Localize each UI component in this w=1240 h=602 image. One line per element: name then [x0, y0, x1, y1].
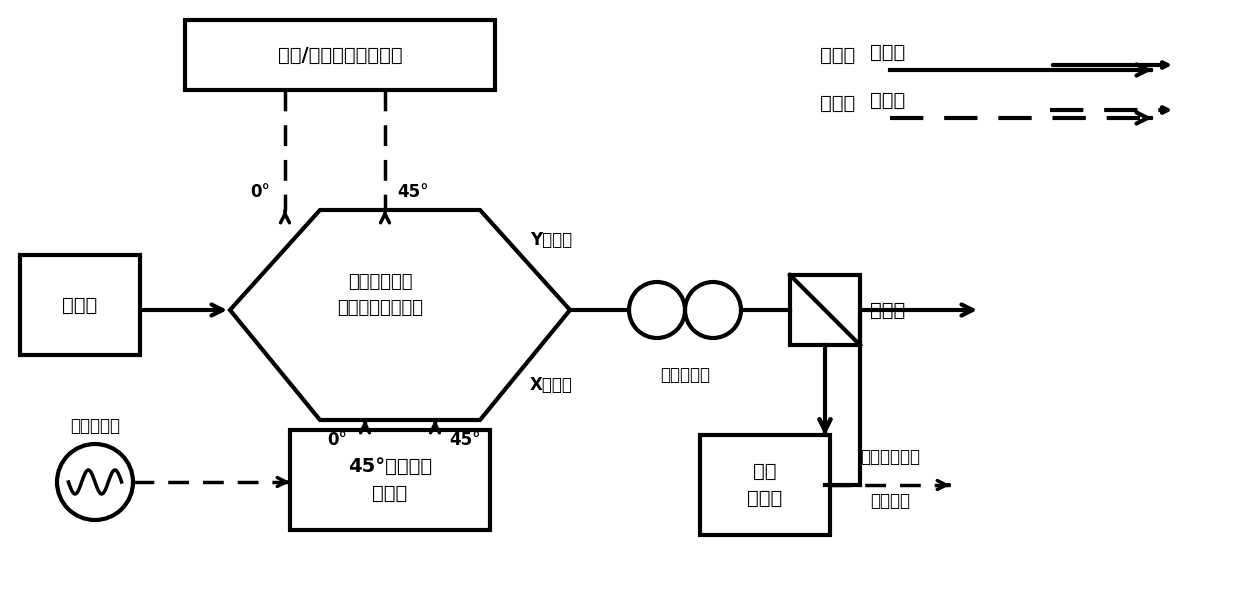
Text: X偏振态: X偏振态 [529, 376, 573, 394]
Text: 基带/低频电信号发生器: 基带/低频电信号发生器 [278, 46, 402, 64]
Text: 电通路: 电通路 [820, 93, 856, 113]
Text: 检偏器: 检偏器 [870, 300, 905, 320]
Bar [790, 275, 861, 345]
Text: 双偏振双平行
马赫曾德尔调制器: 双偏振双平行 马赫曾德尔调制器 [337, 273, 423, 317]
Text: 电通路: 电通路 [870, 90, 905, 110]
Text: 偏振控制器: 偏振控制器 [660, 366, 711, 384]
Text: 45°: 45° [397, 183, 429, 201]
Bar [290, 430, 490, 530]
Text: 光通路: 光通路 [820, 46, 856, 64]
Text: 0°: 0° [250, 183, 270, 201]
Text: 光通路: 光通路 [870, 43, 905, 61]
Text: Y偏振态: Y偏振态 [529, 231, 572, 249]
Text: 倍频、上变频: 倍频、上变频 [861, 448, 920, 466]
Text: 45°微波混合
耦合器: 45°微波混合 耦合器 [348, 458, 432, 503]
Text: 微波本振源: 微波本振源 [69, 417, 120, 435]
Text: 光电
探测器: 光电 探测器 [748, 462, 782, 507]
Text: 45°: 45° [449, 431, 481, 449]
Text: 0°: 0° [327, 431, 347, 449]
Text: 激光器: 激光器 [62, 296, 98, 314]
Bar [185, 20, 495, 90]
Text: 信号输出: 信号输出 [870, 492, 910, 510]
Bar [701, 435, 830, 535]
Bar [20, 255, 140, 355]
